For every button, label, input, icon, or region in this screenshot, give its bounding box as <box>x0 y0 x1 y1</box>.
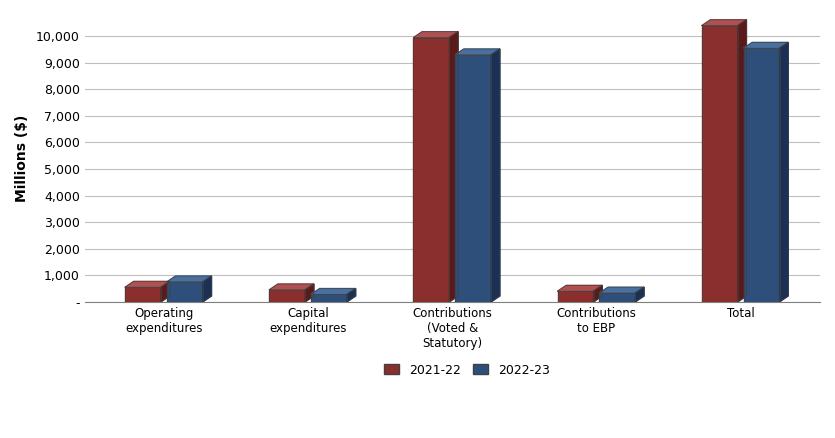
Polygon shape <box>744 48 780 302</box>
Polygon shape <box>701 25 738 302</box>
Polygon shape <box>413 32 458 38</box>
Polygon shape <box>449 32 458 302</box>
Polygon shape <box>780 42 788 302</box>
Polygon shape <box>167 282 203 302</box>
Polygon shape <box>269 290 306 302</box>
Polygon shape <box>558 285 602 291</box>
Polygon shape <box>600 287 644 293</box>
Polygon shape <box>311 294 347 302</box>
Polygon shape <box>306 284 314 302</box>
Polygon shape <box>558 291 594 302</box>
Polygon shape <box>594 285 602 302</box>
Polygon shape <box>269 284 314 290</box>
Polygon shape <box>738 20 746 302</box>
Polygon shape <box>347 289 356 302</box>
Polygon shape <box>491 49 500 302</box>
Polygon shape <box>413 38 449 302</box>
Polygon shape <box>455 55 491 302</box>
Legend: 2021-22, 2022-23: 2021-22, 2022-23 <box>379 359 555 381</box>
Polygon shape <box>125 281 170 287</box>
Y-axis label: Millions ($): Millions ($) <box>15 115 29 202</box>
Polygon shape <box>600 293 635 302</box>
Polygon shape <box>125 287 161 302</box>
Polygon shape <box>744 42 788 48</box>
Polygon shape <box>167 276 211 282</box>
Polygon shape <box>311 289 356 294</box>
Polygon shape <box>455 49 500 55</box>
Polygon shape <box>203 276 211 302</box>
Polygon shape <box>701 20 746 25</box>
Polygon shape <box>635 287 644 302</box>
Polygon shape <box>161 281 170 302</box>
